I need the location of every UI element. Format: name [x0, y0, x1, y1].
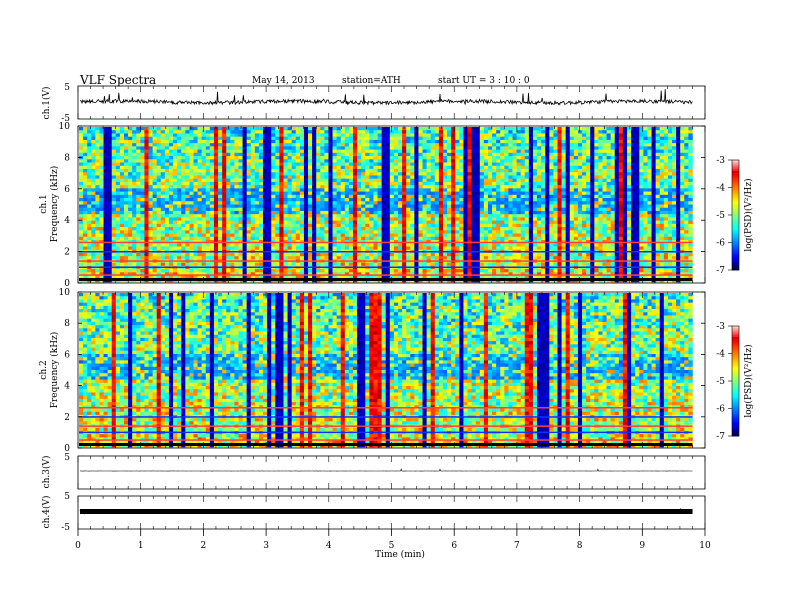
- ch1-spectrogram-panel: ch.1 Frequency (kHz) 0 2 4 6 8 10: [39, 122, 706, 289]
- ch1-colorbar: log(PSD)(V²/Hz) -3 -4 -5 -6 -7: [716, 156, 754, 276]
- spec2-ytick: 10: [59, 288, 71, 298]
- time-tick-label: 6: [451, 541, 457, 551]
- time-tick-label: 0: [75, 541, 81, 551]
- ch1-waveform-line: [79, 89, 693, 106]
- time-tick-label: 2: [201, 541, 207, 551]
- spec2-ytick: 6: [64, 350, 70, 360]
- colorbar-tick: -5: [716, 377, 725, 387]
- colorbar-tick: -4: [716, 350, 725, 360]
- spec1-ytick: 0: [64, 279, 70, 289]
- colorbar-tick: -3: [716, 156, 725, 166]
- spec1-ytick: 4: [64, 216, 70, 226]
- time-tick-label: 7: [514, 541, 520, 551]
- colorbar-tick: -5: [716, 211, 725, 221]
- ch1-ytick-top: 5: [64, 83, 70, 93]
- spec2-ytick: 0: [64, 444, 70, 454]
- ch2-colorbar-label: log(PSD)(V²/Hz): [743, 344, 754, 417]
- ch2-spec-ylabel: Frequency (kHz): [49, 332, 60, 409]
- ch3-ytick-top: 5: [64, 453, 70, 463]
- time-tick-label: 1: [138, 541, 144, 551]
- time-tick-label: 5: [389, 541, 395, 551]
- ch2-spectrogram-image: [79, 293, 693, 448]
- colorbar-tick: -7: [716, 266, 725, 276]
- spec2-ytick: 4: [64, 382, 70, 392]
- spec1-ytick: 6: [64, 185, 70, 195]
- colorbar-tick: -4: [716, 184, 725, 194]
- ch4-ytick-bottom: -5: [61, 523, 70, 533]
- ch3-ylabel: ch.3(V): [41, 456, 52, 489]
- spec1-ytick: 8: [64, 153, 70, 163]
- time-tick-label: 8: [577, 541, 583, 551]
- time-tick-label: 10: [699, 541, 711, 551]
- ch1-spectrogram-image: [79, 127, 693, 283]
- ch3-waveform-line: [79, 468, 693, 472]
- colorbar-tick: -6: [716, 405, 725, 415]
- ch1-spec-ylabel: Frequency (kHz): [49, 166, 60, 243]
- colorbar-tick: -3: [716, 322, 725, 332]
- ch4-ylabel: ch.4(V): [41, 496, 52, 529]
- spec2-ytick: 8: [64, 319, 70, 329]
- time-axis: 0 1 2 3 4 5 6 7 8 9 10: [75, 86, 711, 551]
- spec2-ytick: 2: [64, 413, 70, 423]
- spec1-ytick: 2: [64, 248, 70, 258]
- date-label: May 14, 2013: [252, 76, 315, 86]
- ch4-waveform-line: [79, 507, 693, 515]
- spec1-ytick: 10: [59, 122, 71, 132]
- ch1-ytick-bottom: -5: [61, 114, 70, 124]
- start-time-label: start UT = 3 : 10 : 0: [438, 76, 530, 86]
- time-tick-label: 9: [639, 541, 645, 551]
- ch2-spectrogram-panel: ch.2 Frequency (kHz) 0 2 4 6 8 10: [39, 288, 706, 454]
- ch2-spec-ylabel-channel: ch.2: [39, 360, 49, 379]
- station-label: station=ATH: [342, 76, 401, 86]
- figure-title: VLF Spectra: [79, 73, 156, 87]
- time-axis-label: Time (min): [375, 549, 425, 560]
- ch1-spec-ylabel-channel: ch.1: [39, 194, 49, 213]
- ch1-ylabel: ch.1(V): [41, 87, 52, 120]
- ch2-colorbar: log(PSD)(V²/Hz) -3 -4 -5 -6 -7: [716, 322, 754, 442]
- colorbar-tick: -7: [716, 432, 725, 442]
- ch1-colorbar-label: log(PSD)(V²/Hz): [743, 178, 754, 251]
- colorbar-tick: -6: [716, 239, 725, 249]
- ch4-ytick-top: 5: [64, 492, 70, 502]
- time-tick-label: 3: [263, 541, 269, 551]
- time-tick-label: 4: [326, 541, 332, 551]
